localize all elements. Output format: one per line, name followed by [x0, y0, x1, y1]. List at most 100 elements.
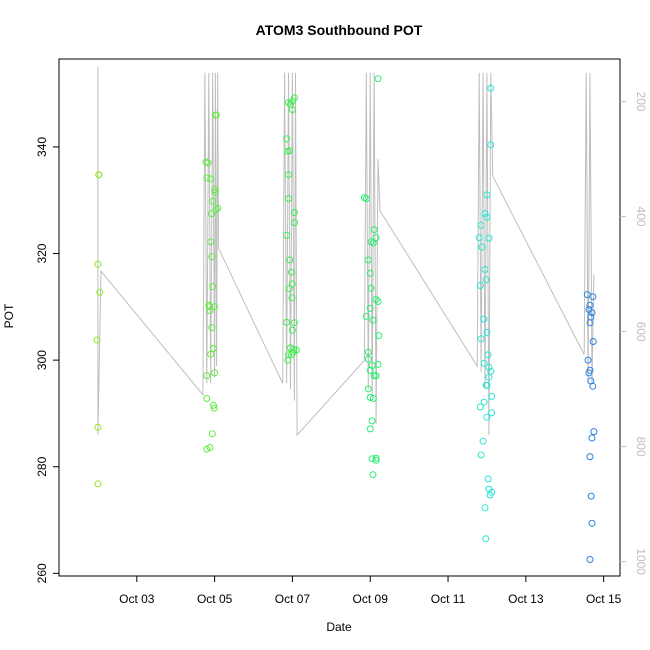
data-point [288, 280, 296, 288]
data-point [366, 366, 374, 374]
data-point [366, 425, 374, 433]
data-point [368, 417, 376, 425]
data-point [480, 315, 488, 323]
data-point [94, 480, 102, 488]
data-point [588, 434, 596, 442]
data-point [480, 398, 488, 406]
depth-trace-line [97, 67, 595, 437]
data-point [207, 350, 215, 358]
data-point [587, 492, 595, 500]
data-point [480, 359, 488, 367]
y-tick-label: 320 [35, 243, 49, 263]
data-point [369, 239, 377, 247]
data-point [285, 285, 293, 293]
data-point [487, 84, 495, 92]
data-point [210, 401, 217, 409]
data-point [586, 556, 594, 563]
x-axis: Oct 03 Oct 05 Oct 07 Oct 09 Oct 11 Oct 13 Oct … [119, 576, 622, 606]
data-point [285, 171, 292, 179]
data-point [364, 355, 372, 363]
data-point [476, 403, 484, 411]
data-point [366, 393, 374, 401]
data-point [204, 159, 212, 167]
data-point [372, 295, 380, 303]
y2-tick-label: 800 [634, 437, 648, 457]
y-axis-right: 200 400 600 800 1000 [620, 92, 648, 575]
data-point [589, 382, 597, 390]
data-point [369, 316, 377, 324]
chart-title: ATOM3 Southbound POT [256, 22, 423, 38]
data-point [364, 256, 372, 264]
data-point [477, 221, 485, 229]
data-point [364, 385, 372, 393]
data-point [484, 475, 492, 483]
data-point [207, 238, 215, 246]
data-point [586, 301, 594, 309]
data-point [369, 471, 377, 479]
data-point [362, 195, 370, 203]
data-point [476, 282, 484, 289]
data-point [483, 328, 491, 336]
y-tick-label: 340 [35, 137, 49, 157]
data-point [288, 106, 296, 114]
data-point [481, 504, 489, 512]
data-point [286, 256, 294, 264]
data-point [475, 234, 483, 242]
data-point [370, 226, 378, 234]
data-point [486, 491, 494, 499]
data-point [208, 430, 216, 438]
data-point [586, 453, 594, 461]
data-point [364, 348, 372, 356]
data-point [369, 395, 377, 402]
data-point [212, 206, 220, 214]
y2-tick-label: 1000 [634, 548, 648, 575]
data-point [588, 309, 596, 317]
data-point [478, 243, 486, 251]
data-point [211, 303, 219, 311]
data-point [481, 210, 489, 218]
data-point [211, 188, 219, 196]
x-tick-label: Oct 11 [431, 592, 466, 606]
data-point [210, 344, 217, 352]
data-point [482, 276, 490, 284]
data-point [374, 75, 382, 83]
data-point [208, 324, 216, 332]
data-point [479, 437, 487, 445]
data-point [487, 141, 495, 149]
data-point [482, 535, 490, 543]
x-axis-label: Date [326, 620, 352, 634]
data-point [286, 147, 294, 155]
data-point [585, 369, 593, 377]
data-point [372, 234, 380, 242]
data-point [209, 197, 217, 205]
data-point [483, 413, 491, 421]
data-point [206, 307, 214, 315]
data-point [95, 171, 103, 179]
data-point [372, 456, 380, 464]
x-tick-label: Oct 13 [508, 592, 544, 606]
data-point [586, 319, 594, 327]
data-point [477, 335, 485, 343]
data-point [285, 351, 292, 359]
x-tick-label: Oct 05 [197, 592, 233, 606]
data-point [212, 111, 220, 119]
data-point [207, 175, 215, 183]
data-point [375, 332, 383, 340]
data-point [290, 209, 298, 216]
data-point [288, 294, 296, 302]
data-point [372, 372, 380, 380]
data-point [288, 97, 296, 105]
data-point [285, 195, 292, 203]
y2-tick-label: 600 [634, 322, 648, 342]
data-point [483, 191, 491, 199]
data-point [208, 253, 216, 261]
data-point [372, 454, 380, 462]
data-point [206, 303, 214, 311]
data-point [283, 135, 291, 143]
data-point [288, 326, 296, 334]
data-point [589, 338, 597, 345]
data-point [362, 312, 370, 320]
data-point [211, 369, 219, 377]
data-point [367, 284, 375, 292]
